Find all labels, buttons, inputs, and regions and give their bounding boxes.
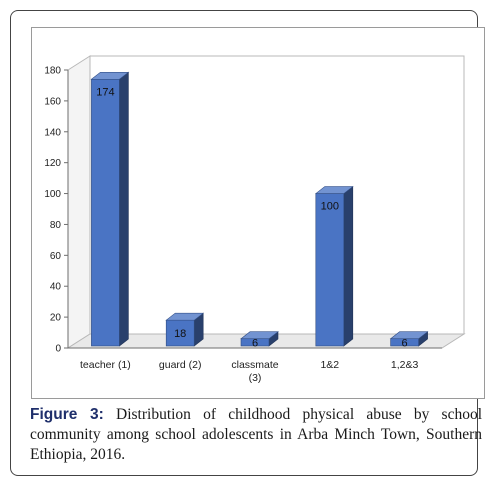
y-tick-label: 160	[44, 96, 61, 107]
data-label-4: 100	[321, 201, 339, 213]
bar-4	[315, 193, 345, 347]
y-tick-label: 140	[44, 127, 61, 138]
x-tick-label: teacher (1)	[80, 359, 131, 371]
bar-side-1	[119, 71, 129, 347]
data-label-1: 174	[96, 86, 114, 98]
bar-top-3	[240, 331, 279, 340]
y-tick-label: 120	[44, 158, 61, 169]
y-tick-label: 20	[50, 313, 62, 324]
bar-chart: 0 20 40 60 80 100 120 140 160 180 174 18 6 100 6 teache…	[44, 55, 466, 384]
chart-side-wall	[67, 55, 91, 349]
figure-frame: 0 20 40 60 80 100 120 140 160 180 174 18 6 100 6 teache…	[10, 10, 485, 476]
data-label-5: 6	[402, 337, 408, 349]
y-tick-label: 80	[50, 220, 62, 231]
y-tick-label: 40	[50, 282, 62, 293]
x-tick-label: classmate (3)	[231, 359, 278, 384]
y-tick-label: 0	[55, 344, 61, 355]
bar-side-4	[343, 185, 354, 347]
bar-top-2	[165, 312, 205, 321]
chart-area: 0 20 40 60 80 100 120 140 160 180 174 18 6 100 6 teache…	[31, 27, 485, 399]
data-label-2: 18	[174, 328, 186, 340]
x-tick-label: 1,2&3	[391, 359, 419, 371]
figure-caption-text: Distribution of childhood physical abuse…	[30, 406, 483, 463]
bar-top-5	[389, 331, 429, 340]
bar-1	[91, 78, 120, 347]
figure-caption: Figure 3: Distribution of childhood phys…	[30, 405, 482, 465]
bar-top-1	[90, 71, 130, 80]
chart-back-wall	[89, 55, 465, 335]
x-tick-label: guard (2)	[159, 359, 202, 371]
y-tick-label: 100	[44, 189, 61, 200]
y-tick-label: 180	[44, 66, 61, 77]
y-tick-label: 60	[50, 251, 62, 262]
figure-caption-label: Figure 3:	[30, 406, 104, 423]
data-label-3: 6	[252, 337, 258, 349]
bar-top-4	[314, 186, 354, 194]
x-tick-label: 1&2	[320, 359, 339, 371]
